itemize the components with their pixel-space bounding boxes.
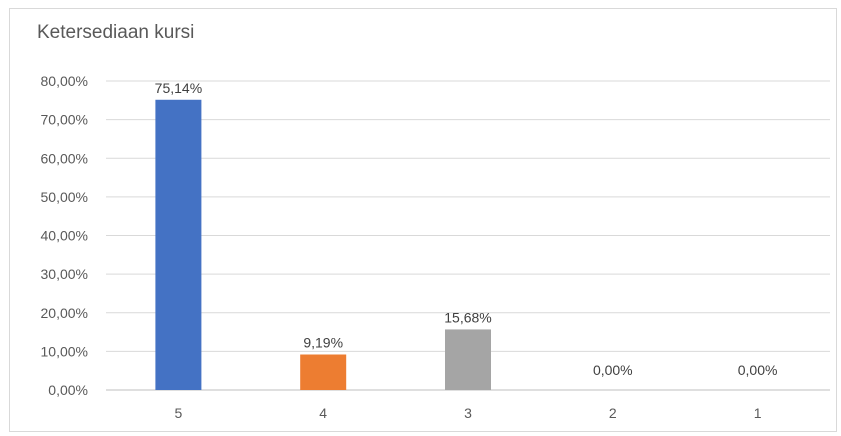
- y-tick-label: 30,00%: [41, 266, 88, 282]
- y-axis-labels: 0,00% 10,00% 20,00% 30,00% 40,00% 50,00% 60,00…: [41, 73, 88, 398]
- y-tick-label: 80,00%: [41, 73, 88, 89]
- data-label: 0,00%: [593, 362, 633, 378]
- x-tick-label: 1: [754, 405, 762, 421]
- bar-3: [445, 329, 491, 390]
- y-tick-label: 20,00%: [41, 305, 88, 321]
- chart-title: Ketersediaan kursi: [37, 22, 195, 43]
- data-label: 0,00%: [738, 362, 778, 378]
- x-tick-label: 4: [319, 405, 327, 421]
- y-tick-label: 0,00%: [48, 382, 88, 398]
- x-axis-labels: 5 4 3 2 1: [175, 405, 762, 421]
- bars: [155, 99, 491, 390]
- y-tick-label: 40,00%: [41, 228, 88, 244]
- x-tick-label: 3: [464, 405, 472, 421]
- data-label: 75,14%: [155, 80, 202, 96]
- x-tick-label: 2: [609, 405, 617, 421]
- data-label: 15,68%: [444, 309, 491, 325]
- gridlines: [106, 80, 830, 391]
- y-tick-label: 10,00%: [41, 343, 88, 359]
- data-labels: 75,14% 9,19% 15,68% 0,00% 0,00%: [155, 80, 778, 378]
- y-tick-label: 60,00%: [41, 150, 88, 166]
- bar-5: [155, 99, 202, 390]
- y-tick-label: 50,00%: [41, 189, 88, 205]
- x-tick-label: 5: [175, 405, 183, 421]
- y-tick-label: 70,00%: [41, 112, 88, 128]
- bar-4: [300, 354, 347, 390]
- chart-frame: [9, 8, 837, 432]
- data-label: 9,19%: [303, 335, 343, 351]
